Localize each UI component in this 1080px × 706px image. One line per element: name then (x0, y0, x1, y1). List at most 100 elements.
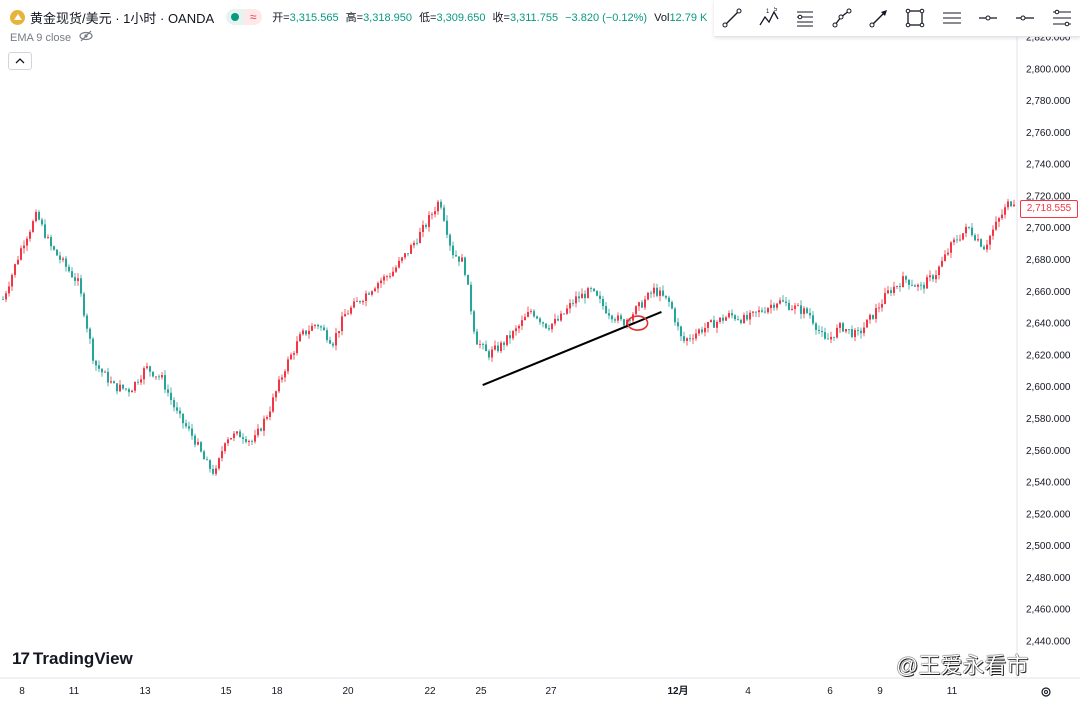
candle-body (665, 295, 667, 298)
candle (863, 322, 865, 337)
candle (287, 356, 289, 375)
candle (110, 376, 112, 384)
candle-body (488, 351, 490, 358)
candle (947, 248, 949, 256)
indicator-label[interactable]: EMA 9 close (10, 31, 72, 44)
candle-body (554, 318, 556, 324)
candle (767, 306, 769, 315)
candle (779, 297, 781, 305)
candle-body (74, 277, 76, 281)
candle (974, 233, 976, 242)
candle (833, 336, 835, 341)
candle (644, 295, 646, 310)
candle-body (953, 239, 955, 243)
candle-body (1001, 214, 1003, 219)
candle-body (893, 286, 895, 293)
collapse-legend-button[interactable] (8, 52, 32, 70)
horizontal-line-tool-icon[interactable] (1012, 5, 1038, 31)
candle-body (1010, 201, 1012, 207)
candle-body (839, 323, 841, 328)
candle-body (731, 313, 733, 316)
candle (344, 309, 346, 317)
candle-body (668, 297, 670, 303)
candle (851, 325, 853, 339)
trendline-layer[interactable] (482, 311, 662, 387)
candle (125, 388, 127, 392)
indicator-legend[interactable]: EMA 9 close (10, 30, 93, 45)
candle (602, 295, 604, 310)
trend-line-tool-icon[interactable] (719, 5, 745, 31)
candle-body (866, 319, 868, 328)
candle (383, 274, 385, 285)
candle (935, 270, 937, 284)
candle-body (887, 290, 889, 294)
candle (299, 331, 301, 342)
candle (839, 321, 841, 333)
fib-retracement-tool-icon[interactable] (1049, 5, 1075, 31)
candle (482, 342, 484, 350)
candle-body (650, 292, 652, 294)
candle (722, 314, 724, 324)
candle (338, 331, 340, 338)
candle (404, 252, 406, 260)
time-axis[interactable]: 8 11 13 15 18 20 22 25 27 12月 4 6 9 11 (19, 685, 957, 697)
candle (677, 317, 679, 331)
candle (98, 360, 100, 373)
candle-body (476, 331, 478, 345)
candle-body (536, 316, 538, 319)
price-axis[interactable]: 2,440.000 2,460.000 2,480.000 2,500.000 2,52… (1026, 33, 1071, 648)
candle-body (605, 306, 607, 314)
candle-body (374, 288, 376, 292)
y-tick-label: 2,660.000 (1026, 287, 1071, 298)
tradingview-logo[interactable]: 17 TradingView (12, 649, 133, 669)
candle-body (227, 439, 229, 444)
candle-body (566, 308, 568, 314)
parallel-lines-tool-icon[interactable] (939, 5, 965, 31)
wave-icon[interactable]: ≈ (244, 9, 263, 25)
candle (227, 437, 229, 447)
candle-body (938, 266, 940, 276)
horizontal-ray-tool-icon[interactable] (975, 5, 1001, 31)
candle (794, 302, 796, 315)
x-tick-label: 27 (545, 686, 557, 697)
candle-body (863, 327, 865, 334)
y-tick-label: 2,700.000 (1026, 223, 1071, 234)
candle-body (32, 221, 34, 232)
candle-body (452, 245, 454, 256)
market-status-icon[interactable] (226, 9, 245, 25)
support-trendline[interactable] (482, 311, 662, 387)
legend-header: 黄金现货/美元 · 1小时 · OANDA ≈ 开=3,315.565 高=3,… (0, 0, 711, 34)
candle (728, 310, 730, 319)
candle (137, 379, 139, 385)
candle (353, 298, 355, 309)
candle (215, 465, 217, 477)
candle (641, 299, 643, 309)
x-tick-label: 4 (745, 686, 751, 697)
candle (425, 223, 427, 230)
breakout-circle-marker[interactable] (626, 315, 649, 331)
candle (356, 297, 358, 302)
rectangle-tool-icon[interactable] (902, 5, 928, 31)
candle-body (833, 336, 835, 338)
candle (158, 374, 160, 381)
eye-slash-icon[interactable] (79, 30, 93, 45)
candle (470, 281, 472, 315)
candle (986, 239, 988, 253)
candle-body (950, 242, 952, 253)
candle (635, 305, 637, 315)
fib-channel-tool-icon[interactable] (792, 5, 818, 31)
arrow-tool-icon[interactable] (866, 5, 892, 31)
gear-icon[interactable] (1040, 686, 1052, 701)
candle (683, 331, 685, 344)
candle-body (806, 308, 808, 313)
symbol-title[interactable]: 黄金现货/美元 · 1小时 · OANDA (30, 10, 215, 26)
candle (845, 329, 847, 334)
path-tool-icon[interactable] (829, 5, 855, 31)
candle (179, 407, 181, 419)
candle (824, 327, 826, 340)
candle (545, 323, 547, 330)
candle-body (392, 271, 394, 277)
candle (764, 306, 766, 314)
